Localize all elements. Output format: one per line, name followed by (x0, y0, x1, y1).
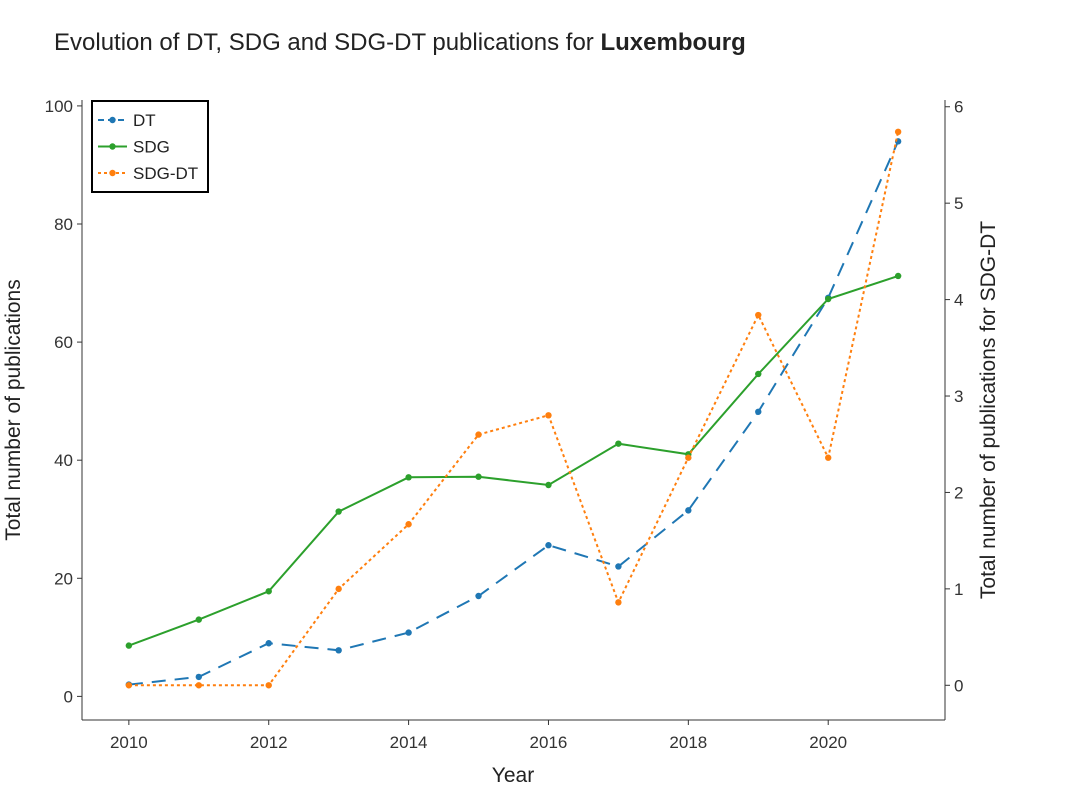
data-point-sdg (335, 508, 342, 515)
data-point-sdg-dt (825, 454, 832, 461)
legend-label-sdg: SDG (133, 138, 170, 157)
series-layer (125, 128, 902, 689)
data-point-sdg (195, 616, 202, 623)
data-point-sdg-dt (195, 682, 202, 689)
data-point-sdg (545, 481, 552, 489)
y-right-tick-label: 4 (954, 291, 963, 310)
data-point-dt (755, 408, 762, 415)
x-tick-label: 2012 (250, 733, 288, 752)
data-point-sdg-dt (335, 585, 342, 593)
chart-title-country: Luxembourg (600, 29, 745, 56)
series-line-sdg (128, 275, 899, 647)
data-point-dt (475, 592, 482, 600)
data-point-sdg (615, 440, 622, 447)
y-axis-left-title: Total number of publications (2, 279, 25, 541)
x-tick-label: 2018 (669, 733, 707, 752)
data-point-dt (265, 640, 272, 647)
data-point-sdg (405, 474, 412, 481)
y-right-tick-label: 6 (954, 98, 963, 117)
y-left-tick-label: 80 (54, 215, 73, 234)
legend-marker-sdg (109, 143, 116, 150)
data-point-dt (685, 507, 692, 514)
data-point-sdg-dt (755, 311, 762, 319)
data-point-sdg-dt (475, 431, 482, 438)
y-left-tick-label: 0 (64, 687, 73, 706)
data-point-sdg (125, 642, 133, 649)
x-tick-label: 2014 (390, 733, 428, 752)
x-axis-title: Year (492, 764, 534, 787)
y-axis-right-title: Total number of publications for SDG-DT (977, 221, 1000, 599)
data-point-sdg-dt (545, 412, 552, 419)
y-right-tick-label: 2 (954, 483, 963, 502)
legend-label-sdg-dt: SDG-DT (133, 164, 198, 183)
data-point-sdg-dt (265, 682, 272, 689)
x-tick-label: 2016 (530, 733, 568, 752)
y-left-tick-label: 20 (54, 569, 73, 588)
data-point-sdg-dt (615, 599, 622, 606)
chart-title: Evolution of DT, SDG and SDG-DT publicat… (54, 29, 746, 56)
chart-title-text: Evolution of DT, SDG and SDG-DT publicat… (54, 29, 594, 56)
data-point-sdg-dt (685, 454, 692, 461)
axes: 2010 2012 2014 2016 2018 2020 0 20 40 60 80 100 0 1 2 3… (45, 97, 964, 752)
series-line-dt (128, 140, 900, 686)
legend: DT SDG SDG-DT (91, 100, 209, 193)
data-point-dt (335, 647, 342, 654)
data-point-dt (405, 629, 412, 636)
data-point-dt (195, 673, 202, 681)
x-tick-label: 2010 (110, 733, 148, 752)
legend-label-dt: DT (133, 111, 156, 130)
y-right-tick-label: 5 (954, 194, 963, 213)
legend-marker-dt (109, 116, 116, 124)
data-point-sdg (894, 272, 902, 280)
data-point-sdg-dt (125, 682, 133, 689)
data-point-sdg-dt (894, 128, 902, 136)
data-point-sdg (825, 295, 832, 303)
series-line-sdg-dt (128, 131, 900, 687)
y-right-tick-label: 1 (954, 580, 963, 599)
legend-marker-sdg-dt (109, 169, 116, 177)
y-left-tick-label: 60 (54, 333, 73, 352)
y-left-tick-label: 100 (45, 97, 73, 116)
data-point-dt (545, 542, 552, 549)
data-point-sdg (265, 588, 272, 595)
x-tick-label: 2020 (809, 733, 847, 752)
y-right-tick-label: 0 (954, 676, 963, 695)
data-point-dt (615, 563, 622, 570)
y-left-tick-label: 40 (54, 451, 73, 470)
data-point-sdg (475, 473, 482, 480)
y-right-tick-label: 3 (954, 387, 963, 406)
data-point-sdg-dt (405, 521, 412, 528)
data-point-sdg (755, 370, 762, 378)
